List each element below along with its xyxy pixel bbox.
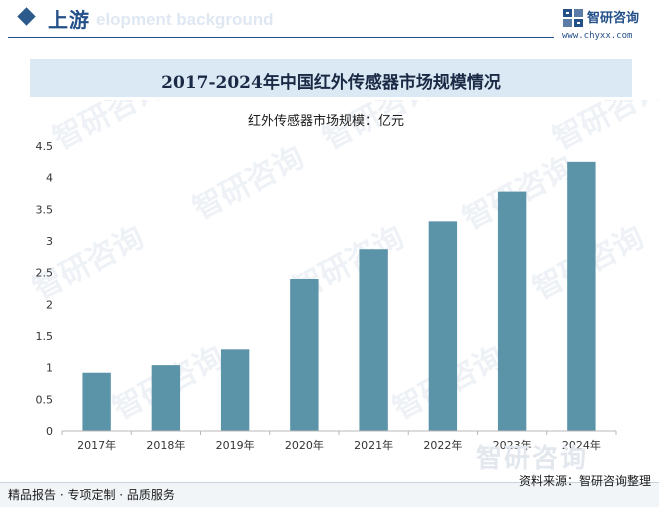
x-axis: 2017年 2018年 2019年 2020年 2021年 2022年 2023年 2024年 bbox=[61, 430, 617, 452]
chart-title-band: 2017-2024年中国红外传感器市场规模情况 bbox=[30, 59, 632, 97]
x-tick-label: 2020年 bbox=[285, 438, 324, 452]
footer-tagline: 精品报告 · 专项定制 · 品质服务 bbox=[8, 488, 175, 502]
brand-name: 智研咨询 bbox=[587, 11, 640, 26]
y-tick-label: 4.5 bbox=[36, 140, 54, 153]
x-tick-label: 2021年 bbox=[354, 438, 393, 452]
watermark-text: 智研咨询 bbox=[547, 100, 659, 157]
watermark-text: 智研咨询 bbox=[187, 140, 309, 227]
y-tick-label: 1 bbox=[46, 362, 53, 375]
y-tick-label: 4 bbox=[46, 172, 53, 185]
y-tick-label: 1.5 bbox=[36, 330, 54, 343]
y-tick-label: 0.5 bbox=[36, 393, 54, 406]
bar bbox=[497, 191, 527, 431]
x-tick-label: 2018年 bbox=[146, 438, 185, 452]
section-title: 上游 bbox=[48, 8, 90, 32]
y-tick-label: 2.5 bbox=[36, 267, 54, 280]
bar bbox=[151, 365, 181, 431]
y-tick-label: 0 bbox=[46, 425, 53, 438]
footer-brand-watermark: 智研咨询 bbox=[476, 444, 589, 474]
bar bbox=[428, 221, 458, 431]
y-tick-label: 3 bbox=[46, 235, 53, 248]
header: elopment background 上游 智研咨询 www.chyxx.co… bbox=[0, 0, 659, 46]
brand-url: www.chyxx.com bbox=[562, 31, 633, 41]
bar-chart: 智研咨询智研咨询智研咨询智研咨询智研咨询智研咨询智研咨询智研咨询智研咨询智研咨询… bbox=[27, 100, 659, 452]
source-note: 资料来源：智研咨询整理 bbox=[518, 474, 651, 488]
header-divider bbox=[8, 37, 554, 38]
x-tick-label: 2022年 bbox=[423, 438, 462, 452]
bar bbox=[82, 372, 111, 431]
bars bbox=[82, 161, 596, 432]
y-axis: 0 0.5 1 1.5 2 2.5 3 3.5 4 4.5 bbox=[36, 140, 54, 438]
watermark-text: 智研咨询 bbox=[27, 220, 149, 307]
bar bbox=[290, 279, 319, 431]
x-tick-label: 2017年 bbox=[77, 438, 116, 452]
x-tick-label: 2023年 bbox=[493, 438, 532, 452]
bar bbox=[567, 161, 596, 432]
bar bbox=[359, 249, 388, 431]
watermark-text: 智研咨询 bbox=[47, 100, 169, 157]
chart-subtitle: 红外传感器市场规模：亿元 bbox=[248, 113, 404, 129]
bar bbox=[220, 349, 250, 431]
x-tick-label: 2024年 bbox=[562, 438, 601, 452]
diamond-icon bbox=[17, 7, 36, 26]
x-tick-label: 2019年 bbox=[216, 438, 255, 452]
watermark-layer: 智研咨询智研咨询智研咨询智研咨询智研咨询智研咨询智研咨询智研咨询智研咨询智研咨询 bbox=[27, 100, 659, 427]
chart-title: 2017-2024年中国红外传感器市场规模情况 bbox=[161, 73, 501, 93]
y-tick-label: 2 bbox=[46, 298, 53, 311]
footer-divider bbox=[0, 482, 659, 483]
brand-logo-icon bbox=[563, 9, 583, 27]
footer-bar bbox=[0, 482, 659, 507]
background-ghost-text: elopment background bbox=[96, 10, 274, 29]
y-tick-label: 3.5 bbox=[36, 203, 54, 216]
